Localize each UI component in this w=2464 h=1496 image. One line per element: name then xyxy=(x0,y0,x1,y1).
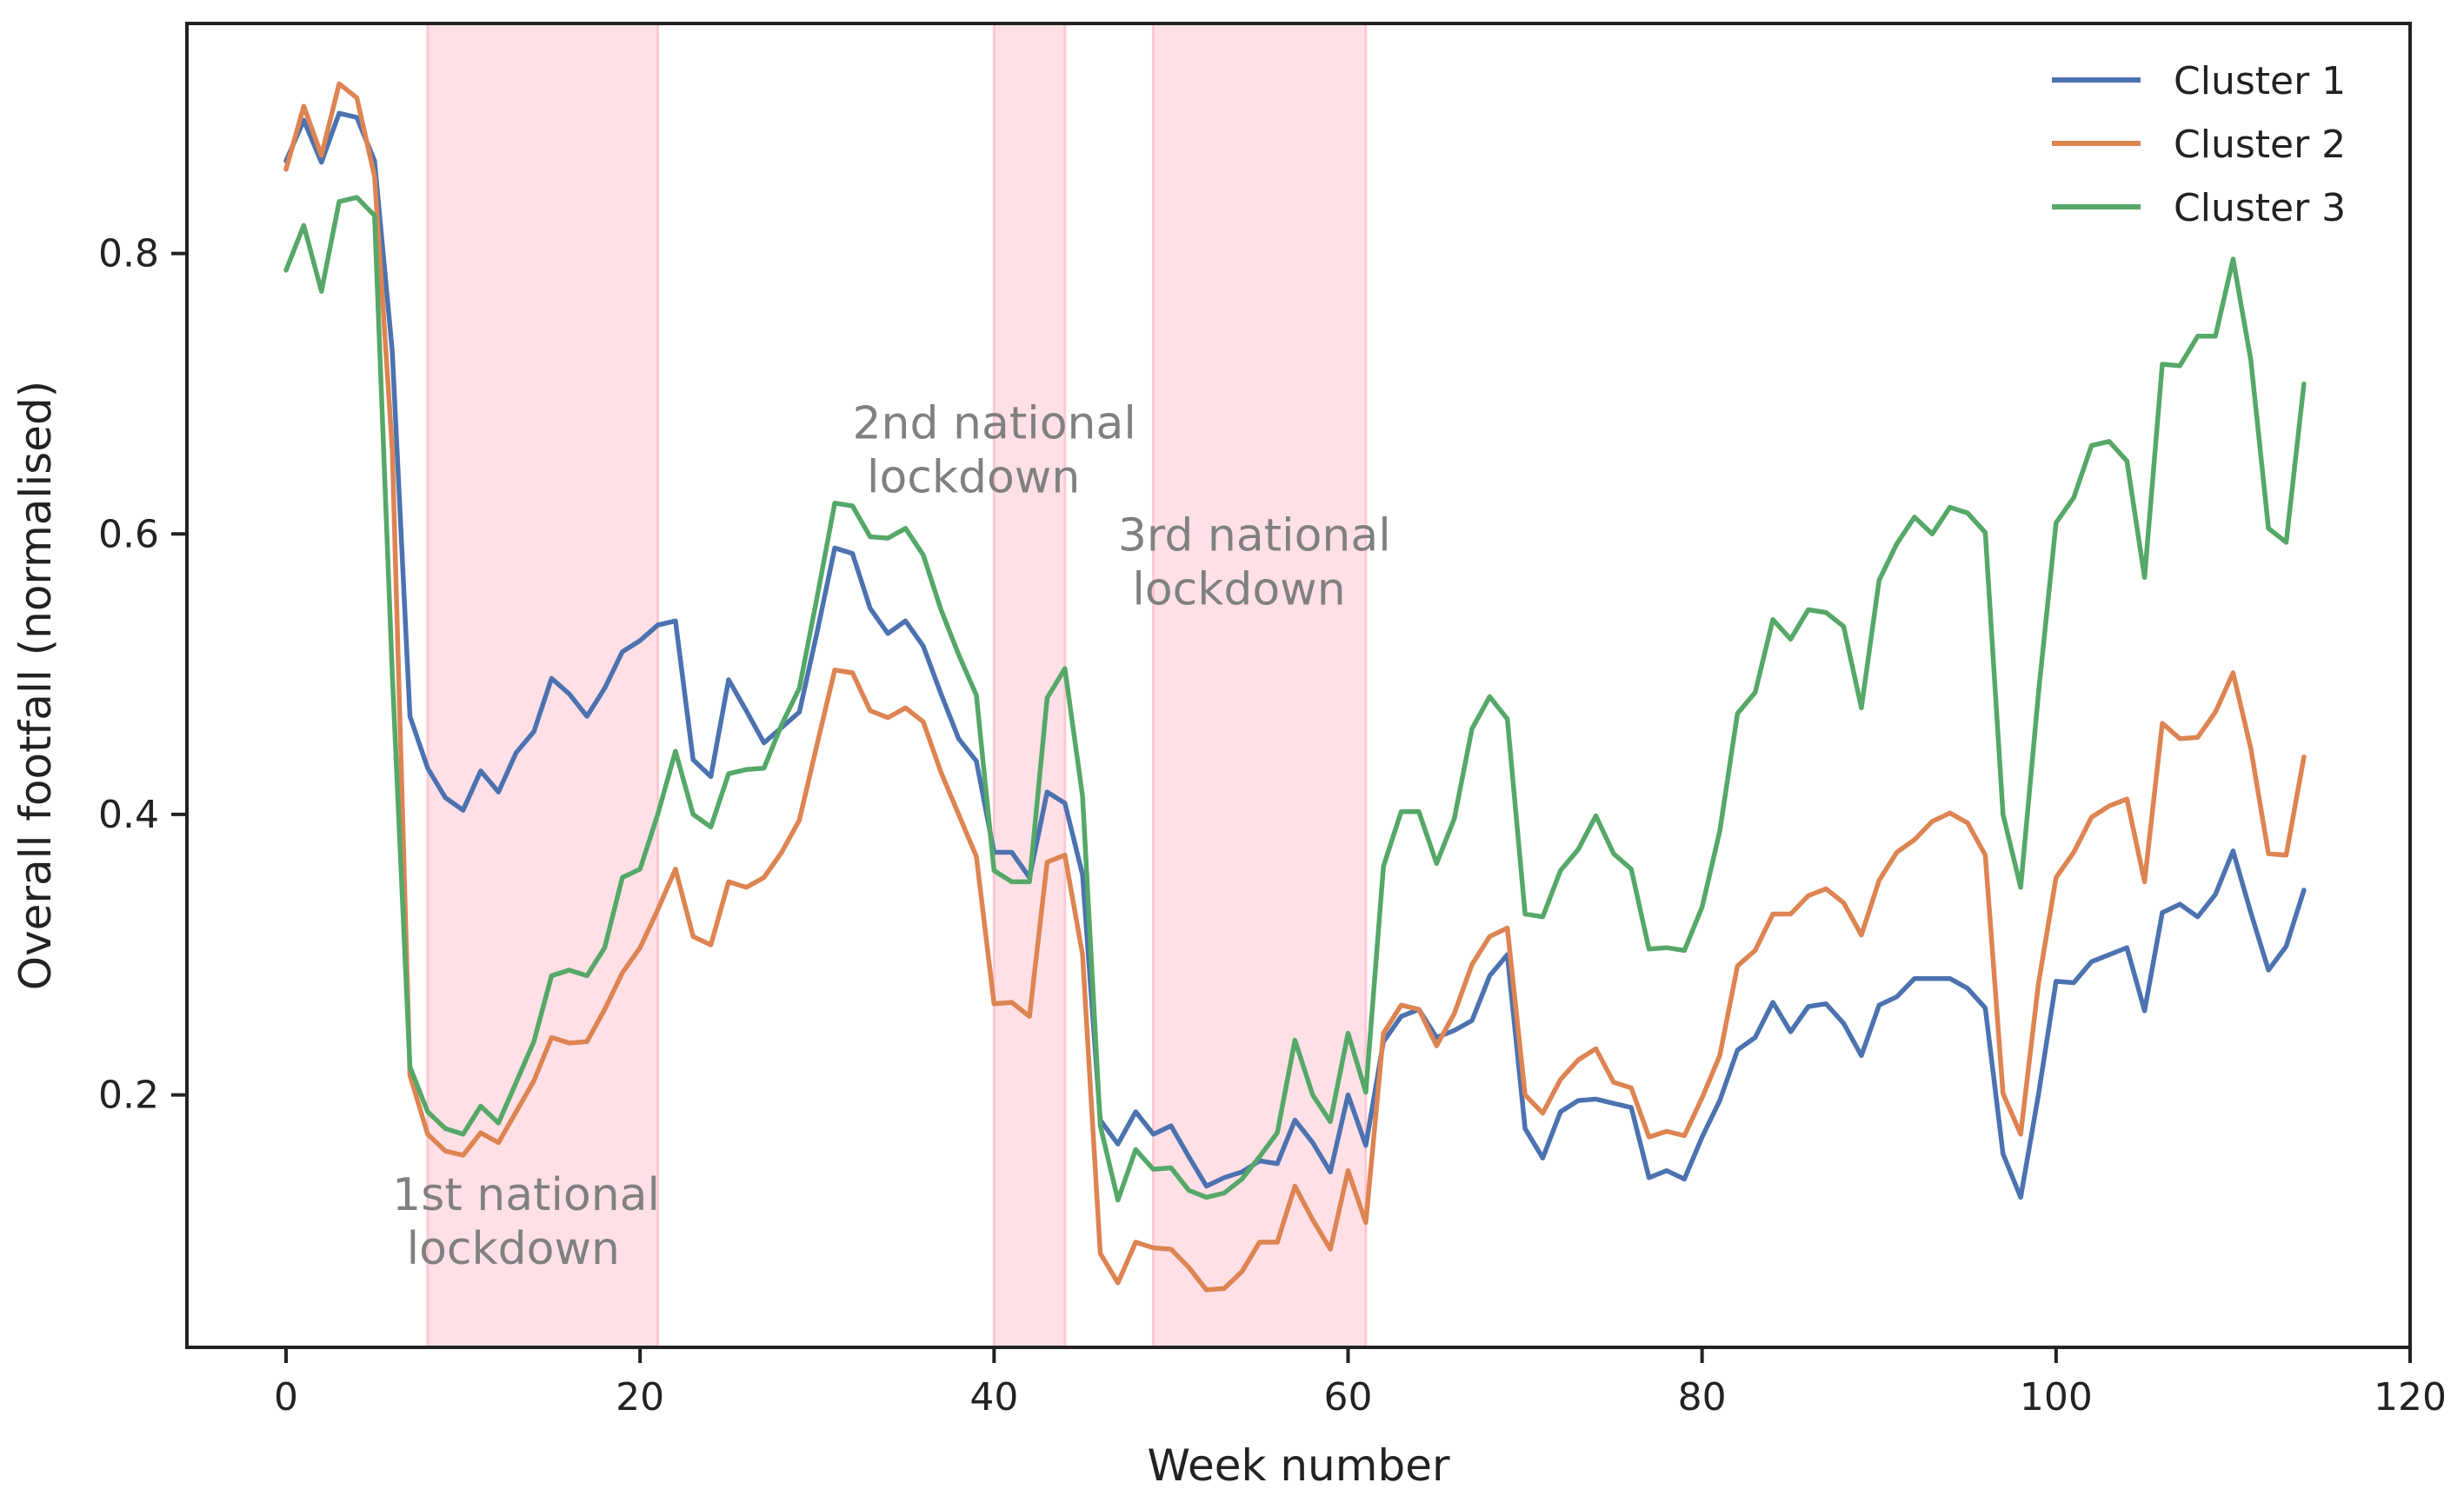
x-axis: 0 20 40 60 80 100 120 xyxy=(274,1347,2447,1420)
annotation-line: 3rd national xyxy=(1118,510,1391,562)
annotation-line: lockdown xyxy=(392,1223,620,1275)
legend-label-cluster-2: Cluster 2 xyxy=(2174,123,2346,167)
series-line-cluster-3 xyxy=(283,195,2307,1203)
x-tick-label: 120 xyxy=(2374,1375,2447,1420)
x-tick-label: 100 xyxy=(2020,1375,2093,1420)
x-tick-label: 40 xyxy=(969,1375,1018,1420)
annotation-lockdown-3: 3rd national lockdown xyxy=(1118,510,1391,616)
legend-label-cluster-3: Cluster 3 xyxy=(2174,186,2346,230)
x-tick-label: 20 xyxy=(616,1375,664,1420)
series-line-cluster-2 xyxy=(283,81,2307,1293)
annotation-line: 1st national xyxy=(392,1169,660,1221)
annotation-line: lockdown xyxy=(852,452,1080,504)
y-axis: 0.2 0.4 0.6 0.8 xyxy=(98,232,187,1118)
y-tick-label: 0.6 xyxy=(98,512,159,556)
y-axis-label: Overall footfall (normalised) xyxy=(10,381,61,991)
lockdown-region-1 xyxy=(427,23,658,1347)
series-lines-group xyxy=(283,81,2307,1293)
x-axis-label: Week number xyxy=(1147,1440,1449,1491)
x-tick-label: 80 xyxy=(1678,1375,1727,1420)
annotation-line: 2nd national xyxy=(852,398,1135,450)
y-tick-label: 0.2 xyxy=(98,1074,159,1118)
annotation-line: lockdown xyxy=(1118,564,1346,616)
annotation-lockdown-1: 1st national lockdown xyxy=(392,1169,660,1275)
series-line-cluster-1 xyxy=(283,110,2307,1200)
lockdown-region-3 xyxy=(1153,23,1366,1347)
y-tick-label: 0.4 xyxy=(98,793,159,837)
x-tick-label: 0 xyxy=(274,1375,298,1420)
legend-label-cluster-1: Cluster 1 xyxy=(2174,59,2346,103)
lockdown-shading-group xyxy=(426,23,1368,1347)
plot-frame xyxy=(185,22,2412,1349)
x-tick-label: 60 xyxy=(1324,1375,1373,1420)
annotation-lockdown-2: 2nd national lockdown xyxy=(852,398,1135,504)
legend: Cluster 1 Cluster 2 Cluster 3 xyxy=(2052,59,2346,230)
y-tick-label: 0.8 xyxy=(98,232,159,276)
